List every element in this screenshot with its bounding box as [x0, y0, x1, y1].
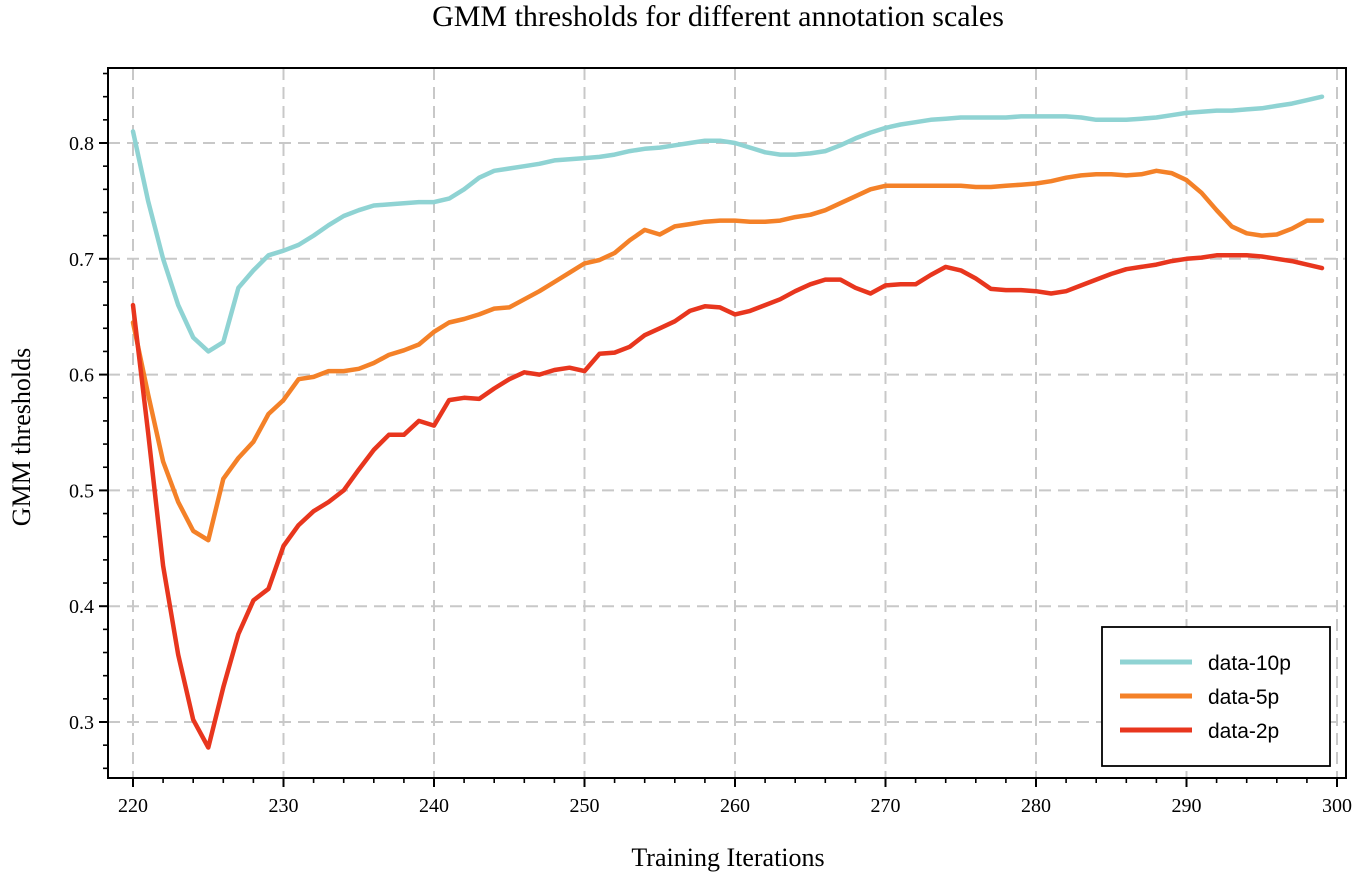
x-axis-label: Training Iterations [631, 843, 824, 872]
x-tick-label: 220 [118, 795, 148, 817]
series-line-data-2p [130, 253, 1325, 750]
series-line-data-10p [130, 94, 1325, 354]
x-tick-label: 300 [1322, 795, 1352, 817]
x-tick-label: 270 [871, 795, 901, 817]
y-axis-ticks: 0.3 0.4 0.5 0.6 0.7 0.8 [69, 72, 108, 770]
y-tick-label: 0.7 [69, 249, 94, 271]
y-tick-label: 0.8 [69, 133, 94, 155]
x-tick-label: 290 [1172, 795, 1202, 817]
x-axis-ticks: 220 230 240 250 260 270 280 290 300 [118, 778, 1352, 817]
y-axis-label: GMM thresholds [7, 348, 36, 526]
chart-title: GMM thresholds for different annotation … [432, 0, 1004, 33]
legend-label-data-5p: data-5p [1208, 686, 1279, 709]
x-tick-label: 240 [419, 795, 449, 817]
y-tick-label: 0.6 [69, 365, 94, 387]
data-series [130, 94, 1325, 750]
legend-label-data-10p: data-10p [1208, 652, 1291, 675]
x-tick-label: 280 [1021, 795, 1051, 817]
y-tick-label: 0.5 [69, 480, 94, 502]
legend: data-10p data-5p data-2p [1101, 626, 1331, 767]
x-tick-label: 250 [570, 795, 600, 817]
series-line-data-5p [130, 168, 1325, 543]
legend-label-data-2p: data-2p [1208, 720, 1279, 743]
y-tick-label: 0.4 [69, 596, 94, 618]
x-tick-label: 230 [269, 795, 299, 817]
x-tick-label: 260 [720, 795, 750, 817]
y-tick-label: 0.3 [69, 712, 94, 734]
plot-frame [107, 67, 1347, 779]
